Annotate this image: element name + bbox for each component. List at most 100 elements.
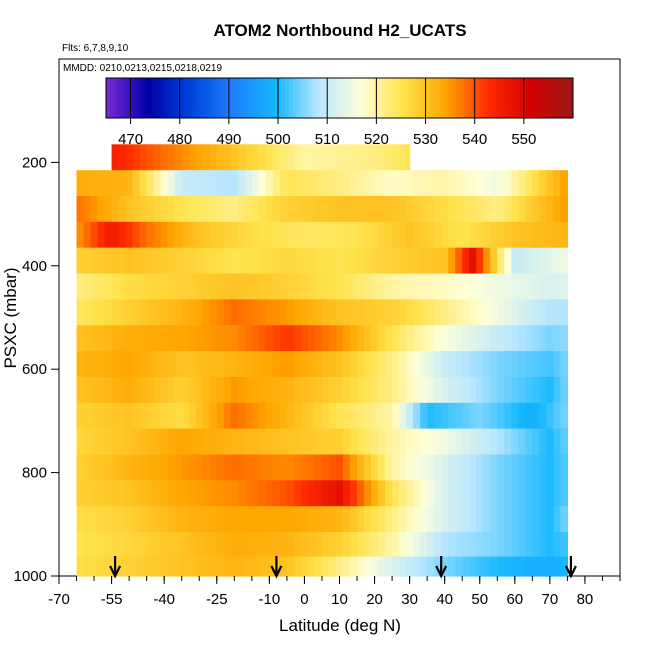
heatmap-cell [237, 454, 246, 481]
heatmap-cell [371, 273, 379, 300]
heatmap-cell [335, 196, 344, 223]
heatmap-cell [364, 144, 372, 171]
heatmap-cell [104, 273, 113, 300]
heatmap-cell [279, 480, 288, 507]
colorbar-segment [257, 78, 263, 118]
heatmap-cell [97, 506, 106, 533]
heatmap-cell [427, 196, 435, 223]
heatmap-cell [132, 428, 141, 456]
heatmap-cell [406, 376, 414, 404]
heatmap-cell [251, 454, 260, 481]
heatmap-cell [111, 428, 120, 456]
heatmap-cell [181, 506, 190, 533]
heatmap-cell [350, 480, 358, 507]
heatmap-cell [188, 144, 197, 171]
heatmap-cell [181, 480, 190, 507]
heatmap-cell [237, 428, 246, 456]
heatmap-cell [160, 454, 169, 481]
heatmap-cell [448, 247, 456, 275]
heatmap-cell [167, 325, 176, 352]
heatmap-cell [462, 402, 470, 430]
heatmap-cell [195, 454, 204, 481]
heatmap-cell [553, 221, 561, 249]
heatmap-cell [371, 299, 379, 326]
heatmap-cell [139, 247, 148, 275]
heatmap-cell [104, 376, 113, 404]
heatmap-cell [97, 273, 106, 300]
colorbar-segment [502, 78, 508, 118]
heatmap-cell [462, 506, 470, 533]
colorbar-segment [172, 78, 177, 118]
heatmap-cell [223, 556, 232, 577]
heatmap-cell [139, 299, 148, 326]
heatmap-cell [357, 144, 365, 171]
heatmap-cell [406, 402, 414, 430]
heatmap-cell [230, 144, 239, 171]
heatmap-cell [97, 402, 106, 430]
heatmap-cell [272, 221, 281, 249]
colorbar-segment [565, 78, 570, 118]
heatmap-cell [406, 325, 414, 352]
heatmap-cell [111, 402, 120, 430]
heatmap-cell [174, 556, 183, 577]
heatmap-cell [371, 247, 379, 275]
heatmap-cell [118, 506, 127, 533]
heatmap-cell [350, 170, 358, 197]
heatmap-cell [237, 299, 246, 326]
heatmap-cell [371, 532, 379, 558]
heatmap-cell [314, 556, 323, 577]
heatmap-cell [76, 428, 85, 456]
heatmap-cell [448, 273, 456, 300]
colorbar-segment [269, 78, 274, 118]
colorbar-tick-label: 550 [511, 131, 536, 148]
heatmap-cell [392, 480, 400, 507]
heatmap-cell [469, 532, 477, 558]
heatmap-cell [181, 454, 190, 481]
heatmap-cell [216, 247, 225, 275]
heatmap-cell [350, 144, 358, 171]
heatmap-cell [532, 351, 540, 378]
heatmap-cell [104, 221, 113, 249]
heatmap-cell [76, 196, 85, 223]
heatmap-cell [434, 506, 442, 533]
heatmap-cell [392, 144, 400, 171]
heatmap-cell [546, 196, 554, 223]
heatmap-row [111, 144, 411, 171]
heatmap-cell [343, 376, 351, 404]
colorbar-segment [222, 78, 228, 118]
heatmap-cell [476, 454, 484, 481]
heatmap-cell [76, 170, 85, 197]
heatmap-cell [307, 376, 316, 404]
heatmap-cell [111, 196, 120, 223]
heatmap-cell [532, 532, 540, 558]
heatmap-cell [385, 428, 393, 456]
heatmap-cell [385, 351, 393, 378]
heatmap-cell [371, 556, 379, 577]
heatmap-cell [364, 532, 372, 558]
heatmap-cell [406, 428, 414, 456]
heatmap-cell [321, 454, 330, 481]
heatmap-cell [392, 351, 400, 378]
heatmap-cell [314, 351, 323, 378]
heatmap-cell [483, 196, 491, 223]
heatmap-cell [476, 480, 484, 507]
heatmap-cell [448, 556, 456, 577]
heatmap-cell [293, 480, 302, 507]
heatmap-cell [83, 480, 92, 507]
heatmap-cell [251, 402, 260, 430]
heatmap-cell [223, 428, 232, 456]
heatmap-cell [343, 196, 351, 223]
heatmap-cell [293, 556, 302, 577]
heatmap-cell [553, 376, 561, 404]
heatmap-cell [357, 556, 365, 577]
heatmap-cell [314, 299, 323, 326]
heatmap-row [76, 376, 568, 404]
heatmap-cell [146, 402, 155, 430]
heatmap-cell [469, 299, 477, 326]
heatmap-cell [202, 196, 211, 223]
heatmap-cell [90, 247, 99, 275]
x-tick-label: 10 [331, 591, 348, 608]
heatmap-cell [434, 402, 442, 430]
heatmap-cell [188, 454, 197, 481]
heatmap-cell [265, 247, 274, 275]
